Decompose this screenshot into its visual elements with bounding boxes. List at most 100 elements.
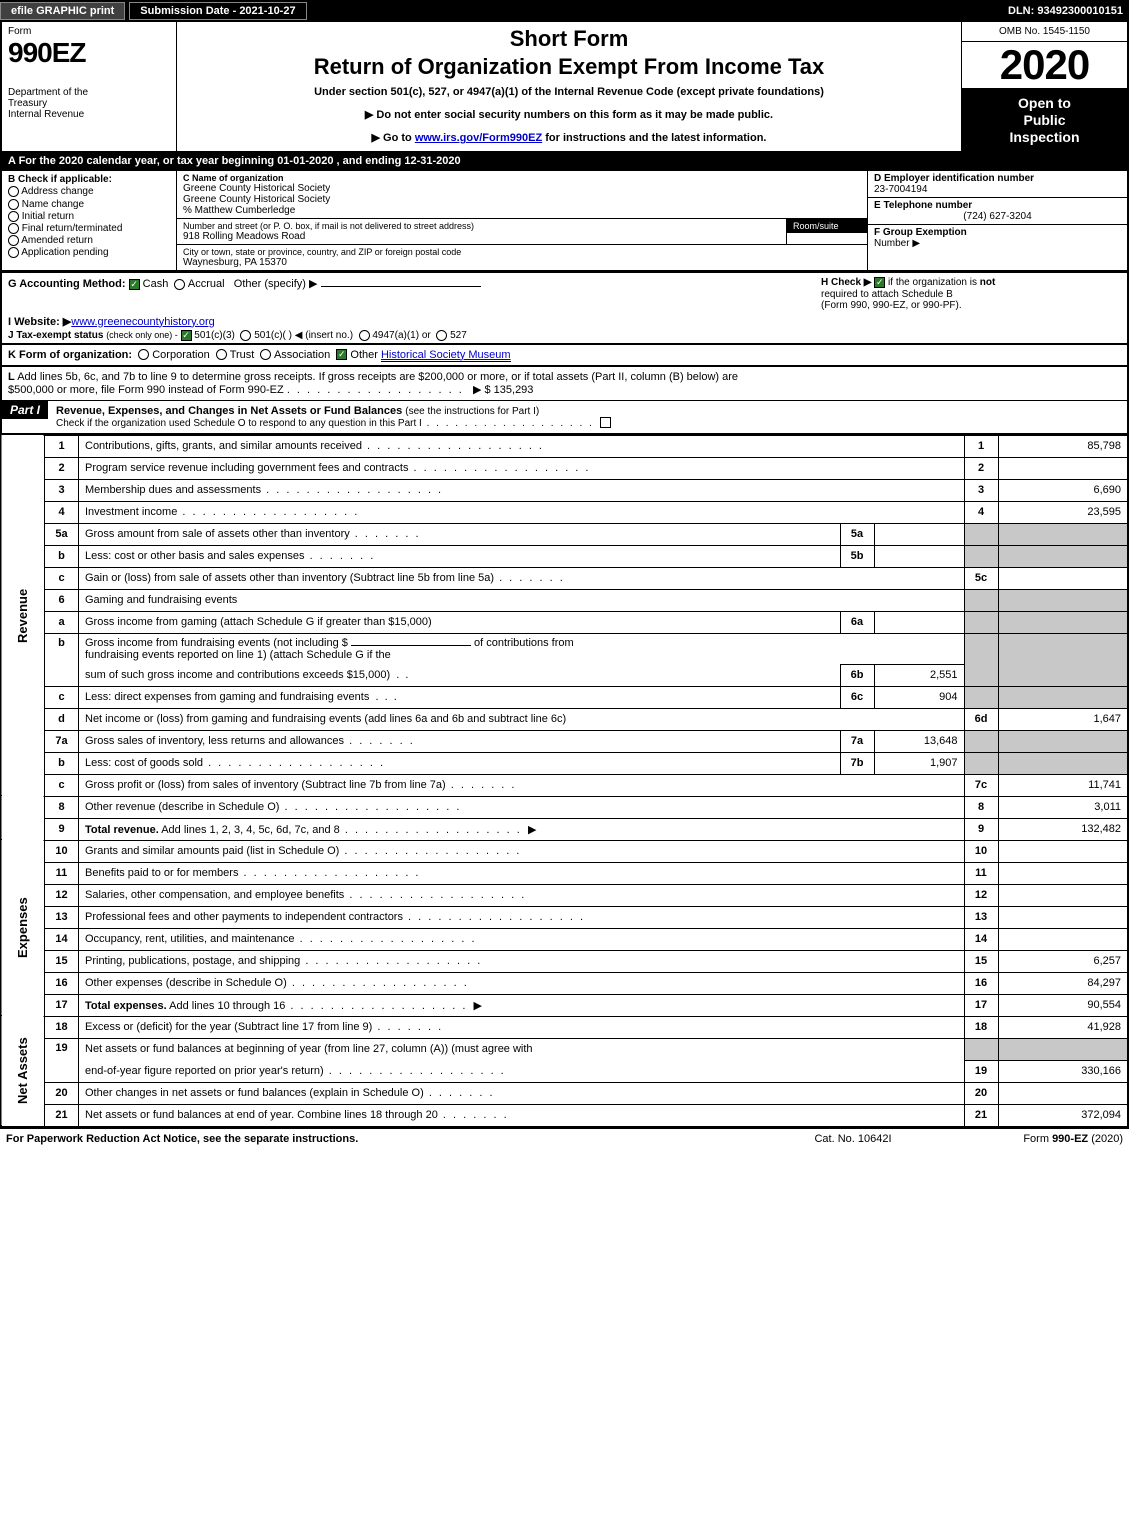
line-15-value: 6,257 [998,950,1128,972]
dln-label: DLN: 93492300010151 [1008,5,1129,17]
ssn-warning: ▶ Do not enter social security numbers o… [185,108,953,121]
address-change-radio[interactable] [8,186,19,197]
final-return-radio[interactable] [8,223,19,234]
line-10-value [998,840,1128,862]
header-center: Short Form Return of Organization Exempt… [177,22,962,151]
line-3-value: 6,690 [998,479,1128,501]
line-6d-value: 1,647 [998,708,1128,730]
phone-label: E Telephone number [874,200,1121,211]
accrual-radio[interactable] [174,279,185,290]
page-footer: For Paperwork Reduction Act Notice, see … [0,1127,1129,1149]
phone-value: (724) 627-3204 [874,211,1121,222]
527-radio[interactable] [436,330,447,341]
under-section: Under section 501(c), 527, or 4947(a)(1)… [185,86,953,98]
ein-value: 23-7004194 [874,184,1121,195]
row-j: J Tax-exempt status (check only one) - ✓… [0,330,1129,343]
line-6b-value: 2,551 [874,664,964,686]
line-4-value: 23,595 [998,501,1128,523]
room-suite-label: Room/suite [787,219,867,233]
revenue-sidebar: Revenue [1,435,45,796]
net-assets-sidebar: Net Assets [1,1016,45,1126]
part-1-header: Part I Revenue, Expenses, and Changes in… [0,400,1129,435]
other-org-value: Historical Society Museum [381,349,511,362]
efile-print-button[interactable]: efile GRAPHIC print [0,2,125,20]
row-l: L Add lines 5b, 6c, and 7b to line 9 to … [0,365,1129,400]
line-11-value [998,862,1128,884]
row-k: K Form of organization: Corporation Trus… [0,343,1129,365]
line-20-value [998,1082,1128,1104]
line-7b-value: 1,907 [874,752,964,774]
line-8-value: 3,011 [998,796,1128,818]
accounting-method-label: G Accounting Method: [8,278,126,290]
trust-radio[interactable] [216,349,227,360]
line-17-value: 90,554 [998,994,1128,1016]
other-org-checkbox[interactable]: ✓ [336,349,347,360]
exempt-title: Return of Organization Exempt From Incom… [185,54,953,80]
omb-number: OMB No. 1545-1150 [962,22,1127,42]
group-exemption-number-label: Number ▶ [874,238,920,249]
cat-no: Cat. No. 10642I [763,1133,943,1145]
irs-link[interactable]: www.irs.gov/Form990EZ [415,132,542,144]
org-name-2: Greene County Historical Society [183,194,861,205]
ein-label: D Employer identification number [874,173,1121,184]
line-19-value: 330,166 [998,1060,1128,1082]
application-pending-radio[interactable] [8,247,19,258]
line-9-value: 132,482 [998,818,1128,840]
schedule-o-checkbox[interactable] [600,417,611,428]
tax-year: 2020 [962,42,1127,89]
info-grid: B Check if applicable: Address change Na… [0,171,1129,271]
line-16-value: 84,297 [998,972,1128,994]
section-def: D Employer identification number 23-7004… [867,171,1127,270]
short-form-title: Short Form [185,26,953,52]
form-label: Form [8,26,170,37]
cash-checkbox[interactable]: ✓ [129,279,140,290]
line-5c-value [998,567,1128,589]
row-i: I Website: ▶www.greenecountyhistory.org [0,315,1129,330]
form-version: Form 990-EZ (2020) [943,1133,1123,1145]
line-5a-value [874,523,964,545]
section-c: C Name of organization Greene County His… [177,171,867,270]
line-21-value: 372,094 [998,1104,1128,1126]
line-18-value: 41,928 [998,1016,1128,1038]
line-5b-value [874,545,964,567]
website-link[interactable]: www.greenecountyhistory.org [71,316,214,328]
header-left: Form 990EZ Department of the Treasury In… [2,22,177,151]
501c-radio[interactable] [240,330,251,341]
paperwork-notice: For Paperwork Reduction Act Notice, see … [6,1133,763,1145]
initial-return-radio[interactable] [8,211,19,222]
goto-link-row: ▶ Go to www.irs.gov/Form990EZ for instru… [185,131,953,144]
org-name-label: C Name of organization [183,173,861,183]
submission-date-button[interactable]: Submission Date - 2021-10-27 [129,2,306,20]
corp-radio[interactable] [138,349,149,360]
row-a-tax-year: A For the 2020 calendar year, or tax yea… [0,153,1129,171]
line-1-value: 85,798 [998,435,1128,457]
row-g-h: G Accounting Method: ✓ Cash Accrual Othe… [0,271,1129,314]
501c3-checkbox[interactable]: ✓ [181,330,192,341]
dept-treasury: Department of the Treasury Internal Reve… [8,87,170,120]
line-6a-value [874,611,964,633]
gross-receipts: 135,293 [494,384,534,396]
name-change-radio[interactable] [8,199,19,210]
part-1-table: Revenue 1 Contributions, gifts, grants, … [0,435,1129,1127]
open-public-badge: Open to Public Inspection [962,89,1127,151]
group-exemption-label: F Group Exemption [874,227,967,238]
addr-label: Number and street (or P. O. box, if mail… [183,221,780,231]
4947-radio[interactable] [359,330,370,341]
amended-return-radio[interactable] [8,235,19,246]
form-header: Form 990EZ Department of the Treasury In… [0,22,1129,153]
org-name-1: Greene County Historical Society [183,183,861,194]
line-7a-value: 13,648 [874,730,964,752]
line-6c-value: 904 [874,686,964,708]
line-13-value [998,906,1128,928]
line-2-value [998,457,1128,479]
assoc-radio[interactable] [260,349,271,360]
street-address: 918 Rolling Meadows Road [183,231,780,242]
line-12-value [998,884,1128,906]
line-7c-value: 11,741 [998,774,1128,796]
city-label: City or town, state or province, country… [183,247,861,257]
schedule-b-checkbox[interactable]: ✓ [874,277,885,288]
row-h: H Check ▶ ✓ if the organization is not r… [821,277,1121,310]
city-state-zip: Waynesburg, PA 15370 [183,257,861,268]
top-toolbar: efile GRAPHIC print Submission Date - 20… [0,0,1129,22]
section-b: B Check if applicable: Address change Na… [2,171,177,270]
